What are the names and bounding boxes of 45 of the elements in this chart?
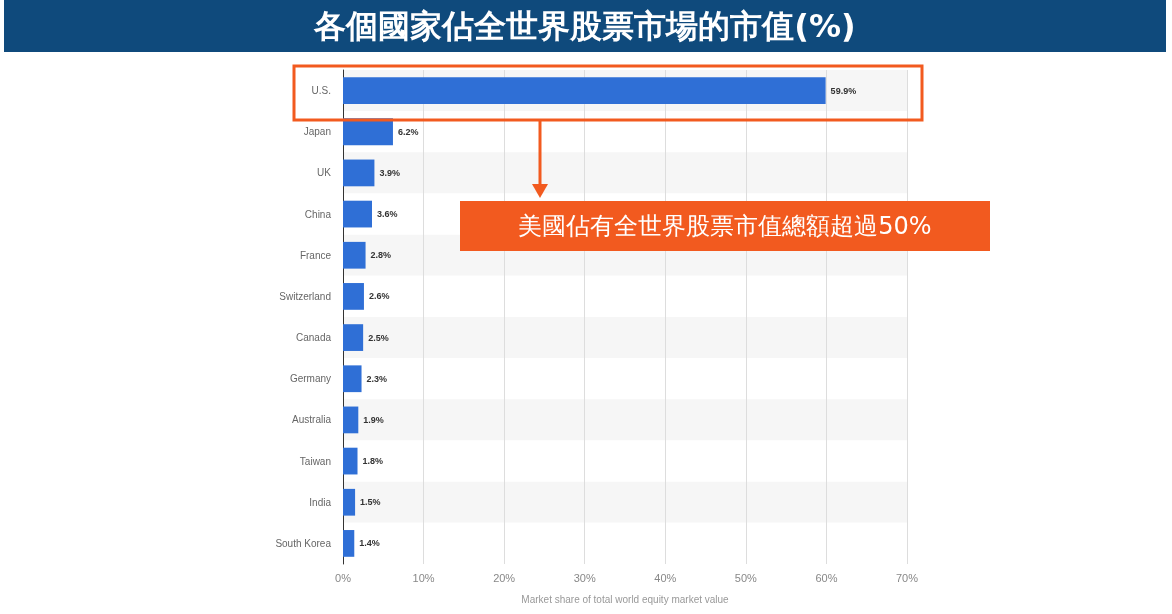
x-tick-label: 0% xyxy=(335,571,352,584)
x-tick-label: 10% xyxy=(412,571,435,584)
data-label: 1.4% xyxy=(359,538,380,549)
bar xyxy=(343,200,373,228)
y-tick-label: France xyxy=(299,249,332,261)
x-tick-label: 50% xyxy=(734,571,758,584)
bar xyxy=(343,365,362,393)
chart-title: 各個國家佔全世界股票市場的市值(%) xyxy=(4,0,1166,52)
x-tick-label: 70% xyxy=(895,571,919,584)
bar xyxy=(343,283,364,310)
x-axis-title: Market share of total world equity market value xyxy=(521,593,730,605)
y-tick-label: Taiwan xyxy=(299,455,331,467)
bar xyxy=(343,324,364,351)
y-tick-label: U.S. xyxy=(311,85,331,97)
bar xyxy=(343,406,359,434)
data-label: 2.3% xyxy=(366,373,388,384)
x-tick-label: 30% xyxy=(573,571,596,584)
callout-box: 美國佔有全世界股票市值總額超過50% xyxy=(460,201,990,251)
y-tick-label: Japan xyxy=(303,126,331,138)
y-tick-label: India xyxy=(309,496,332,508)
y-tick-label: Canada xyxy=(295,332,332,344)
y-tick-label: UK xyxy=(317,167,332,179)
data-label: 1.8% xyxy=(362,456,384,467)
y-tick-label: Germany xyxy=(289,373,331,385)
data-label: 6.2% xyxy=(397,126,419,137)
data-label: 1.9% xyxy=(363,414,384,425)
y-tick-label: Australia xyxy=(292,414,332,426)
bar xyxy=(343,530,355,557)
data-label: 2.5% xyxy=(368,332,389,343)
data-label: 59.9% xyxy=(830,85,857,96)
bar xyxy=(343,447,358,475)
data-label: 3.6% xyxy=(377,209,398,220)
data-label: 2.6% xyxy=(368,291,390,302)
x-tick-label: 60% xyxy=(815,571,838,584)
bar xyxy=(343,488,356,516)
y-tick-label: South Korea xyxy=(275,537,332,549)
data-label: 1.5% xyxy=(360,497,381,508)
data-label: 3.9% xyxy=(379,167,400,178)
data-label: 2.8% xyxy=(370,250,392,261)
x-tick-label: 40% xyxy=(654,571,677,584)
bar xyxy=(343,159,375,187)
y-tick-label: China xyxy=(304,208,332,220)
bar xyxy=(343,241,366,269)
y-tick-label: Switzerland xyxy=(279,290,331,302)
x-tick-label: 20% xyxy=(493,571,516,584)
